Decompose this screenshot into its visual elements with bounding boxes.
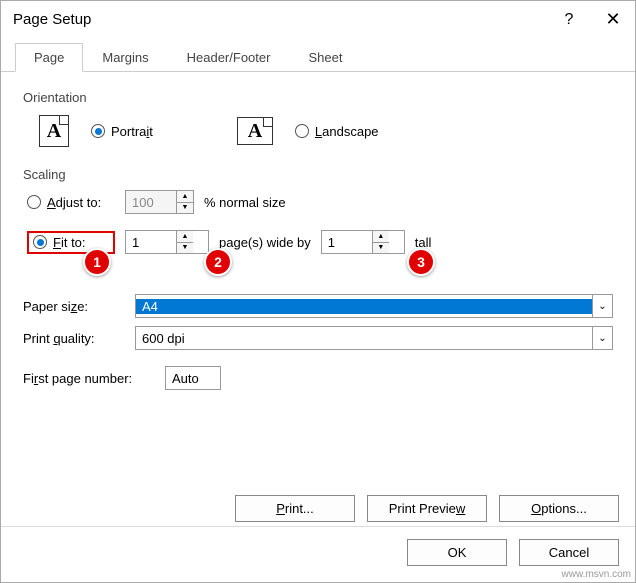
adjust-label: Adjust to: — [47, 195, 101, 210]
titlebar: Page Setup ? ✕ — [1, 1, 635, 38]
first-page-row: First page number: — [23, 366, 613, 390]
spinner-down-icon: ▼ — [177, 203, 193, 214]
spinner-down-icon[interactable]: ▼ — [177, 243, 193, 254]
spinner-up-icon[interactable]: ▲ — [177, 231, 193, 243]
portrait-label: Portrait — [111, 124, 153, 139]
print-quality-value: 600 dpi — [136, 331, 592, 346]
adjust-input — [126, 191, 176, 213]
tab-header-footer[interactable]: Header/Footer — [168, 43, 290, 72]
tab-content: Orientation A Portrait A Landscape Scali… — [1, 72, 635, 390]
cancel-button[interactable]: Cancel — [519, 539, 619, 566]
print-button[interactable]: Print... — [235, 495, 355, 522]
orientation-label: Orientation — [23, 90, 617, 105]
callout-badge: 1 — [83, 248, 111, 276]
page-setup-dialog: Page Setup ? ✕ Page Margins Header/Foote… — [0, 0, 636, 583]
fit-middle: page(s) wide by — [219, 235, 311, 250]
landscape-radio[interactable]: Landscape — [295, 124, 379, 139]
print-quality-select[interactable]: 600 dpi ⌄ — [135, 326, 613, 350]
paper-size-value: A4 — [136, 299, 592, 314]
fit-tall-spinner[interactable]: ▲▼ — [321, 230, 405, 254]
spinner-up-icon[interactable]: ▲ — [373, 231, 389, 243]
radio-icon — [295, 124, 309, 138]
tab-page[interactable]: Page — [15, 43, 83, 72]
orientation-row: A Portrait A Landscape — [19, 109, 617, 161]
portrait-icon: A — [39, 115, 69, 147]
adjust-suffix: % normal size — [204, 195, 286, 210]
landscape-label: Landscape — [315, 124, 379, 139]
tab-sheet[interactable]: Sheet — [289, 43, 361, 72]
paper-size-select[interactable]: A4 ⌄ — [135, 294, 613, 318]
ok-button[interactable]: OK — [407, 539, 507, 566]
dialog-title: Page Setup — [13, 11, 91, 28]
first-page-label: First page number: — [23, 371, 153, 386]
landscape-icon: A — [237, 117, 273, 145]
adjust-radio[interactable]: Adjust to: — [27, 195, 115, 210]
chevron-down-icon[interactable]: ⌄ — [592, 295, 612, 317]
radio-icon — [27, 195, 41, 209]
fit-row: Fit to: ▲▼ page(s) wide by ▲▼ tall — [19, 226, 617, 258]
adjust-row: Adjust to: ▲▼ % normal size — [19, 186, 617, 218]
close-icon[interactable]: ✕ — [603, 9, 623, 30]
paper-size-label: Paper size: — [23, 299, 123, 314]
action-buttons: Print... Print Preview Options... — [1, 487, 635, 530]
fit-label: Fit to: — [53, 235, 86, 250]
print-quality-label: Print quality: — [23, 331, 123, 346]
fit-wide-input[interactable] — [126, 231, 176, 253]
fit-tall-input[interactable] — [322, 231, 372, 253]
help-icon[interactable]: ? — [559, 11, 579, 29]
first-page-input[interactable] — [165, 366, 221, 390]
tabs: Page Margins Header/Footer Sheet — [1, 42, 635, 72]
print-preview-button[interactable]: Print Preview — [367, 495, 487, 522]
radio-icon — [33, 235, 47, 249]
spinner-up-icon: ▲ — [177, 191, 193, 203]
spinner-down-icon[interactable]: ▼ — [373, 243, 389, 254]
chevron-down-icon[interactable]: ⌄ — [592, 327, 612, 349]
portrait-radio[interactable]: Portrait — [91, 124, 153, 139]
fit-wide-spinner[interactable]: ▲▼ — [125, 230, 209, 254]
radio-icon — [91, 124, 105, 138]
print-quality-row: Print quality: 600 dpi ⌄ — [23, 326, 613, 350]
options-button[interactable]: Options... — [499, 495, 619, 522]
scaling-label: Scaling — [23, 167, 617, 182]
paper-size-row: Paper size: A4 ⌄ — [23, 294, 613, 318]
callout-badge: 3 — [407, 248, 435, 276]
tab-margins[interactable]: Margins — [83, 43, 167, 72]
watermark: www.msvn.com — [562, 569, 631, 580]
callout-badge: 2 — [204, 248, 232, 276]
adjust-spinner[interactable]: ▲▼ — [125, 190, 194, 214]
ok-cancel-row: OK Cancel — [1, 526, 635, 574]
